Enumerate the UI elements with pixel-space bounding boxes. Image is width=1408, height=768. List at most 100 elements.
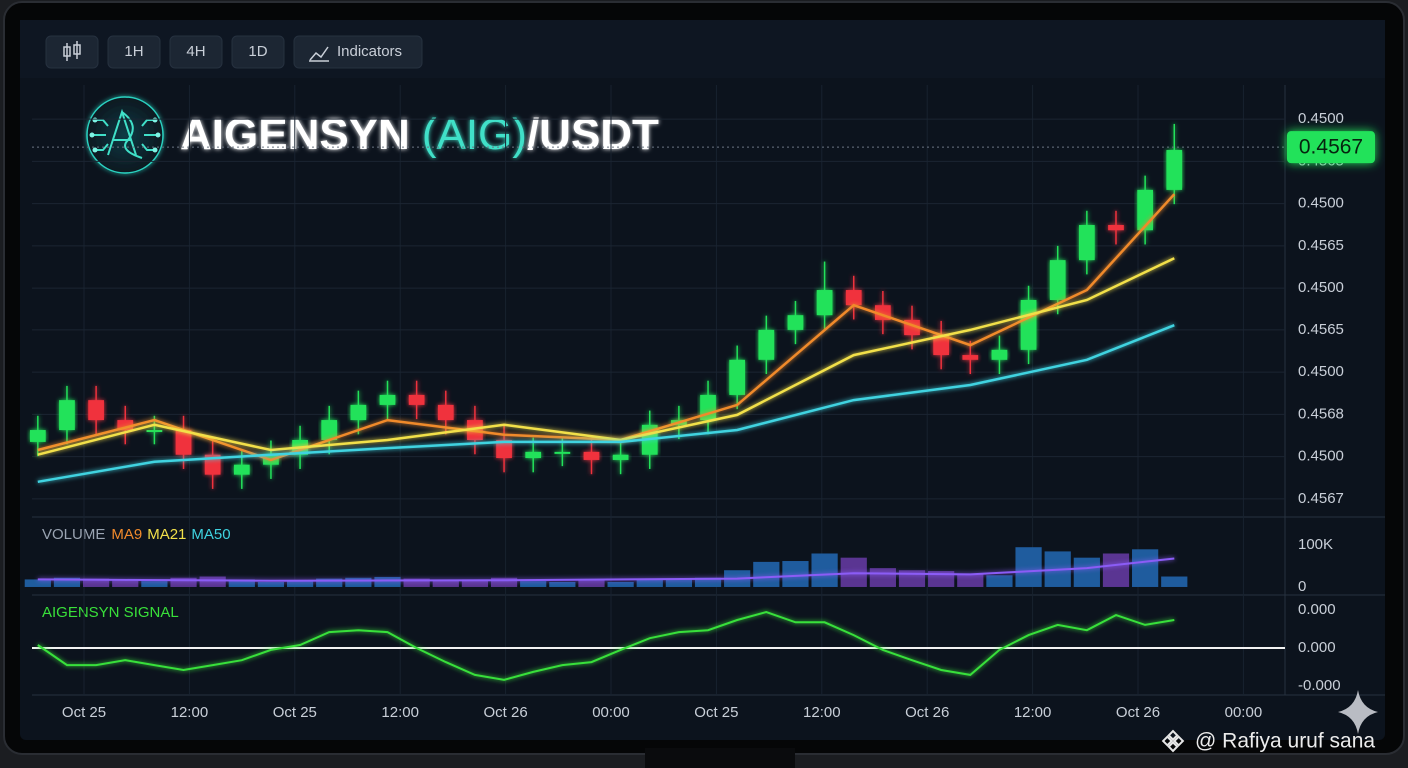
candle [350,390,367,435]
candle [117,405,134,445]
candle [496,425,512,473]
candle [845,275,862,320]
y-tick-label: 0.4500 [1298,448,1344,465]
candle [408,380,425,420]
candle [59,385,75,445]
candle-body [408,394,425,405]
volume-bar [753,561,780,587]
x-tick-label: Oct 25 [273,704,317,721]
candle-body [845,290,862,306]
volume-bar [1161,576,1188,587]
indicators-button[interactable] [293,35,423,69]
candle [1108,210,1124,245]
candle-body [962,355,979,360]
volume-bar [811,553,838,587]
x-tick-label: 12:00 [803,704,841,721]
x-tick-label: Oct 25 [62,704,106,721]
toolbar: 1H 4H 1D Indicators [45,35,423,69]
chart-type-button[interactable] [45,35,99,69]
candle-body [146,430,163,433]
x-tick-label: 00:00 [592,704,630,721]
candle-body [1108,225,1124,231]
legend-entry: MA50 [191,526,230,543]
screen [20,20,1385,740]
ma-line [37,257,1175,456]
candle [88,385,104,435]
volume-bar [141,581,168,587]
x-tick-label: Oct 25 [694,704,738,721]
candle-body [59,400,75,431]
volume-bar [578,580,605,587]
candle [612,440,629,475]
volume-bar [1132,549,1159,587]
candle-body [583,451,600,460]
timeframe-button[interactable] [169,35,223,69]
volume-bar [665,578,693,587]
volume-bar [199,576,226,587]
candle-body [350,404,367,421]
title-quote: /USDT [527,110,659,159]
volume-bar [170,577,197,587]
volume-bar [636,579,663,587]
timeframe-button[interactable] [231,35,285,69]
volume-bar [403,578,430,587]
candle-body [1078,225,1095,261]
x-tick-label: 12:00 [381,704,419,721]
volume-bar [82,578,110,587]
x-tick-label: 00:00 [1225,704,1263,721]
volume-bar [286,581,314,587]
volume-bar [986,575,1013,587]
candle-body [437,404,454,421]
y-tick-label: 0.4565 [1298,237,1344,254]
x-tick-label: Oct 26 [905,704,949,721]
legend-entry: MA9 [111,526,142,543]
y-tick-label: 0.4500 [1298,363,1344,380]
volume-bar [869,568,896,587]
volume-bar [782,561,809,587]
x-tick-label: 12:00 [171,704,209,721]
signal-line [37,610,1175,681]
legend-entry: MA21 [147,526,186,543]
volume-bar [461,579,489,587]
candle-icon [63,41,81,61]
timeframe-button[interactable] [107,35,161,69]
candle-body [88,400,104,421]
candle-body [1166,150,1183,190]
x-tick-label: Oct 26 [1116,704,1160,721]
volume-bar [316,578,343,587]
candle-body [1049,260,1066,300]
candle-body [612,454,629,460]
candle [758,315,775,375]
y-tick-label: 0.4567 [1298,490,1344,507]
candle-body [525,451,542,459]
y-tick-label: 0 [1298,578,1306,595]
candle [1020,285,1037,365]
candle [1166,123,1183,205]
candle [525,437,542,473]
ma-line [37,324,1175,484]
last-price-label: 0.4567 [1299,136,1363,159]
volume-bar [694,577,722,587]
candle-body [29,430,46,442]
signal-title: AIGENSYN SIGNAL [42,604,179,621]
volume-bar [53,577,81,587]
candle-body [1137,189,1153,231]
watermark: @ Rafiya uruf sana [1161,690,1378,753]
volume-bar [1102,553,1130,587]
candle-body [233,464,250,475]
candle-body [729,359,746,395]
x-tick-label: Oct 26 [484,704,528,721]
candle-body [554,451,571,454]
candle [991,335,1008,375]
y-tick-label: 0.4568 [1298,405,1344,422]
candle [583,437,600,475]
y-tick-label: 100K [1298,536,1333,553]
indicators-label: Indicators [337,43,402,60]
candle [816,261,833,330]
candle [1078,210,1095,275]
y-tick-label: 0.000 [1298,601,1336,618]
volume-bar [1015,547,1042,587]
x-tick-label: 12:00 [1014,704,1052,721]
timeframe-label: 4H [186,43,205,60]
